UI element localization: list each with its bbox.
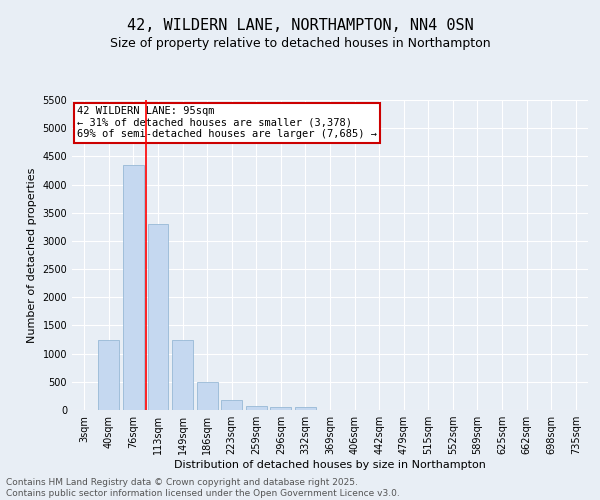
Text: 42 WILDERN LANE: 95sqm
← 31% of detached houses are smaller (3,378)
69% of semi-: 42 WILDERN LANE: 95sqm ← 31% of detached… (77, 106, 377, 140)
Bar (197, 382, 218, 410)
Bar (148, 224, 169, 410)
Y-axis label: Number of detached properties: Number of detached properties (27, 168, 37, 342)
Bar (295, 407, 316, 410)
Bar (123, 165, 144, 410)
Text: 42, WILDERN LANE, NORTHAMPTON, NN4 0SN: 42, WILDERN LANE, NORTHAMPTON, NN4 0SN (127, 18, 473, 32)
Text: Size of property relative to detached houses in Northampton: Size of property relative to detached ho… (110, 38, 490, 51)
Bar (98, 340, 119, 410)
Text: Contains HM Land Registry data © Crown copyright and database right 2025.
Contai: Contains HM Land Registry data © Crown c… (6, 478, 400, 498)
Bar (271, 407, 292, 410)
Bar (172, 340, 193, 410)
Bar (246, 406, 267, 410)
Bar (221, 400, 242, 410)
X-axis label: Distribution of detached houses by size in Northampton: Distribution of detached houses by size … (174, 460, 486, 470)
